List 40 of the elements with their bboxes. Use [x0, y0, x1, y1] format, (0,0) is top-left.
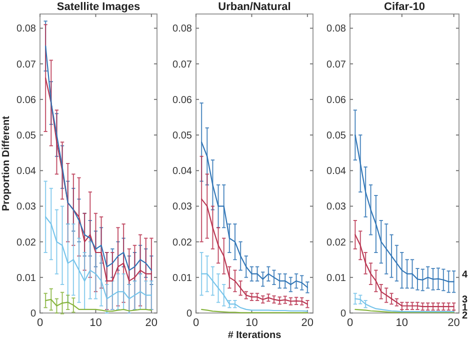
- y-tick-label: 0: [186, 308, 192, 320]
- x-axis-title: # Iterations: [228, 330, 282, 341]
- y-tick-label: 0: [340, 308, 346, 320]
- y-tick-label: 0.07: [326, 59, 346, 70]
- x-tick-label: 10: [396, 317, 408, 329]
- y-tick-label: 0.01: [16, 272, 36, 284]
- y-tick-label: 0.04: [326, 166, 346, 178]
- y-tick-label: 0.08: [172, 24, 192, 35]
- y-tick-label: 0.06: [172, 94, 192, 106]
- y-tick-label: 0.04: [172, 166, 192, 178]
- y-tick-label: 0.06: [326, 94, 346, 106]
- y-tick-label: 0.02: [326, 237, 346, 248]
- y-tick-label: 0.06: [16, 94, 36, 106]
- y-axis-title: Proportion Different: [1, 115, 12, 211]
- y-tick-label: 0.03: [172, 202, 192, 213]
- y-tick-label: 0.07: [16, 59, 36, 70]
- series-label: 2: [462, 310, 468, 322]
- y-tick-label: 0.01: [172, 272, 192, 284]
- x-tick-label: 10: [246, 317, 258, 329]
- chart-title: Satellite Images: [56, 1, 140, 13]
- y-tick-label: 0.03: [16, 202, 36, 213]
- y-tick-label: 0.08: [326, 24, 346, 35]
- chart-title: Urban/Natural: [218, 1, 291, 13]
- x-tick-label: 20: [301, 317, 314, 329]
- y-tick-label: 0.04: [16, 166, 36, 178]
- y-tick-label: 0: [30, 308, 36, 320]
- x-tick-label: 10: [90, 317, 102, 329]
- y-tick-label: 0.02: [172, 237, 192, 248]
- y-tick-label: 0.01: [326, 272, 346, 284]
- chart-title: Cifar-10: [384, 1, 425, 13]
- y-tick-label: 0.05: [16, 130, 36, 142]
- x-tick-label: 20: [145, 317, 158, 329]
- y-tick-label: 0.08: [16, 24, 36, 35]
- y-tick-label: 0.03: [326, 202, 346, 213]
- y-tick-label: 0.02: [16, 237, 36, 248]
- y-tick-label: 0.05: [326, 130, 346, 142]
- y-tick-label: 0.05: [172, 130, 192, 142]
- x-tick-label: 20: [448, 317, 460, 329]
- y-tick-label: 0.07: [172, 59, 192, 70]
- series-label: 4: [462, 270, 468, 281]
